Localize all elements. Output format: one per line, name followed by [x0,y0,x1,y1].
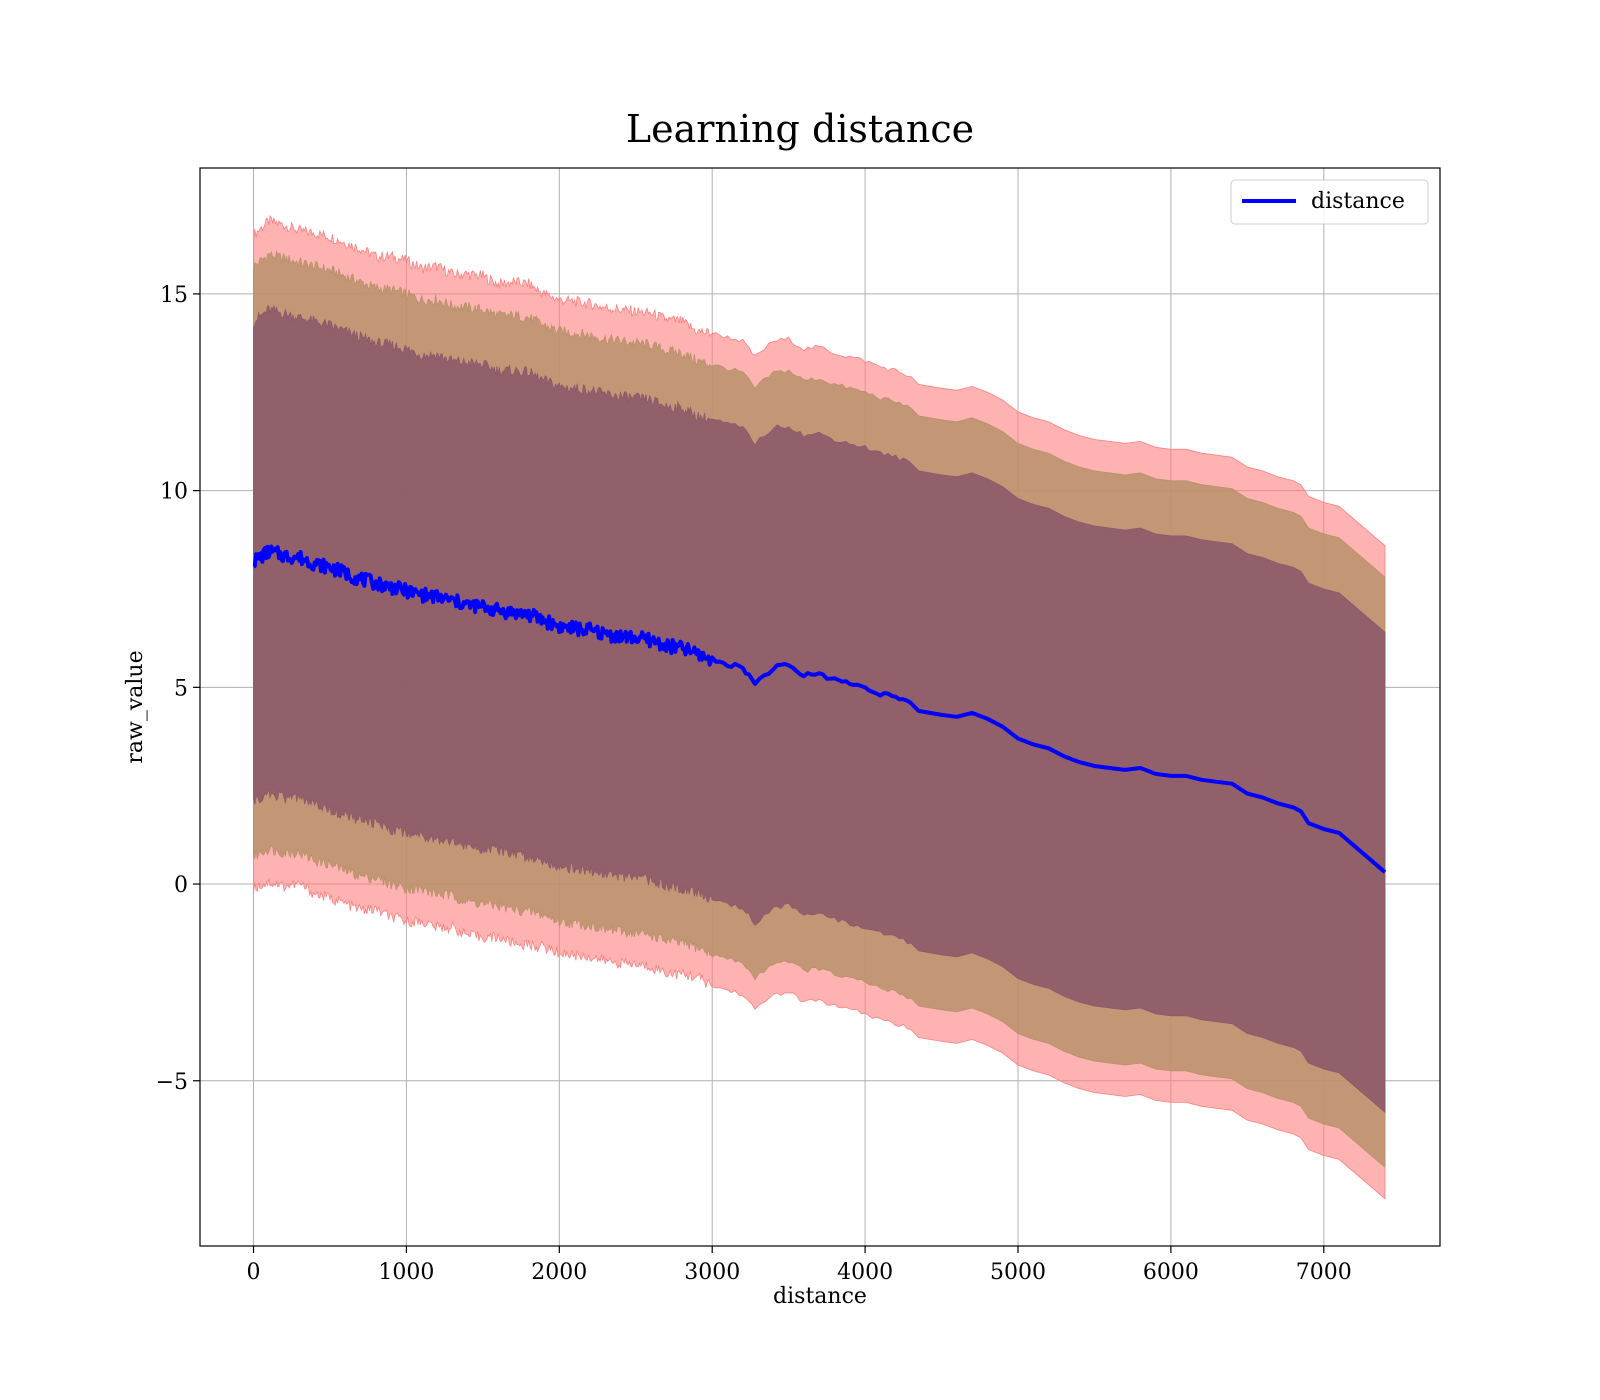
x-tick-label-5000: 5000 [990,1260,1046,1285]
x-tick-label-6000: 6000 [1143,1260,1199,1285]
legend: distance [1230,179,1429,225]
x-tick-label-0: 0 [247,1260,261,1285]
chart-title: Learning distance [626,107,974,151]
x-tick-label-3000: 3000 [684,1260,740,1285]
confidence-bands [253,214,1386,1200]
y-tick-label-10: 10 [160,480,188,505]
y-tick-label-5: 5 [174,676,188,701]
x-tick-label-7000: 7000 [1296,1260,1352,1285]
legend-label-distance: distance [1311,189,1405,214]
x-axis-label: distance [773,1284,867,1309]
y-tick-label-15: 15 [160,283,188,308]
y-tick-label--5: −5 [156,1070,188,1095]
x-tick-label-4000: 4000 [837,1260,893,1285]
series-lines [252,544,1387,874]
plot-frame [199,167,1441,1247]
y-axis-ticks: −5 0 5 10 15 [156,283,200,1095]
y-axis-label: raw_value [123,650,148,763]
band-inner [253,304,1386,1114]
legend-box [1230,179,1429,225]
x-tick-label-2000: 2000 [531,1260,587,1285]
x-axis-ticks: 0 1000 2000 3000 4000 5000 6000 7000 [247,1246,1352,1285]
x-tick-label-1000: 1000 [378,1260,434,1285]
series-line-distance [252,544,1387,874]
y-tick-label-0: 0 [174,873,188,898]
